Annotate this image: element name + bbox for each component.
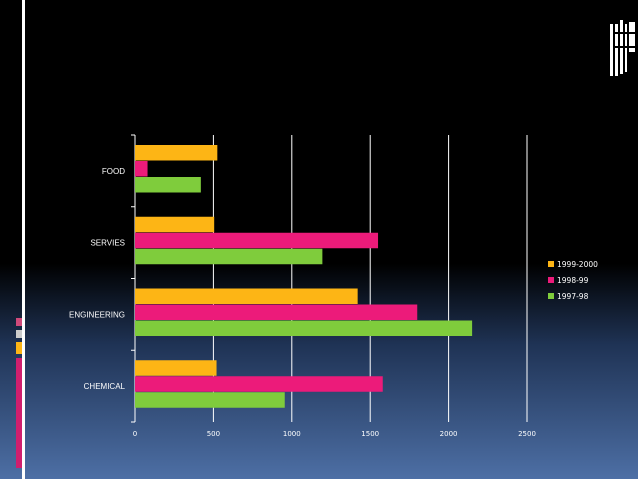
legend-swatch — [548, 293, 554, 299]
bar-engineering-1998-99 — [135, 304, 418, 320]
bar-servies-1997-98 — [135, 248, 323, 265]
x-tick-label: 1500 — [361, 430, 379, 438]
slide-decoration-bars — [610, 20, 635, 76]
bar-servies-1998-99 — [135, 232, 379, 249]
x-tick-label: 1000 — [283, 430, 301, 438]
bar-food-1999-2000 — [135, 145, 218, 161]
x-tick-label: 0 — [133, 430, 137, 438]
slide-decoration-squares — [16, 318, 22, 468]
x-tick-label: 2000 — [440, 430, 458, 438]
bar-engineering-1997-98 — [135, 320, 473, 336]
legend-label: 1998-99 — [557, 276, 589, 285]
category-label: FOOD — [102, 167, 125, 176]
x-tick-label: 500 — [207, 430, 220, 438]
bar-servies-1999-2000 — [135, 216, 215, 233]
category-label: CHEMICAL — [84, 382, 126, 391]
category-label: SERVIES — [90, 239, 125, 248]
bar-chemical-1998-99 — [135, 376, 383, 392]
bar-food-1997-98 — [135, 177, 201, 193]
category-label: ENGINEERING — [69, 310, 125, 319]
left-accent-rule — [22, 0, 25, 479]
legend-swatch — [548, 277, 554, 283]
bar-engineering-1999-2000 — [135, 288, 358, 304]
bar-chemical-1997-98 — [135, 392, 285, 408]
bar-chemical-1999-2000 — [135, 360, 217, 376]
x-tick-label: 2500 — [518, 430, 536, 438]
legend-label: 1999-2000 — [557, 260, 598, 269]
legend-swatch — [548, 261, 554, 267]
bar-food-1998-99 — [135, 161, 148, 177]
legend-label: 1997-98 — [557, 292, 589, 301]
